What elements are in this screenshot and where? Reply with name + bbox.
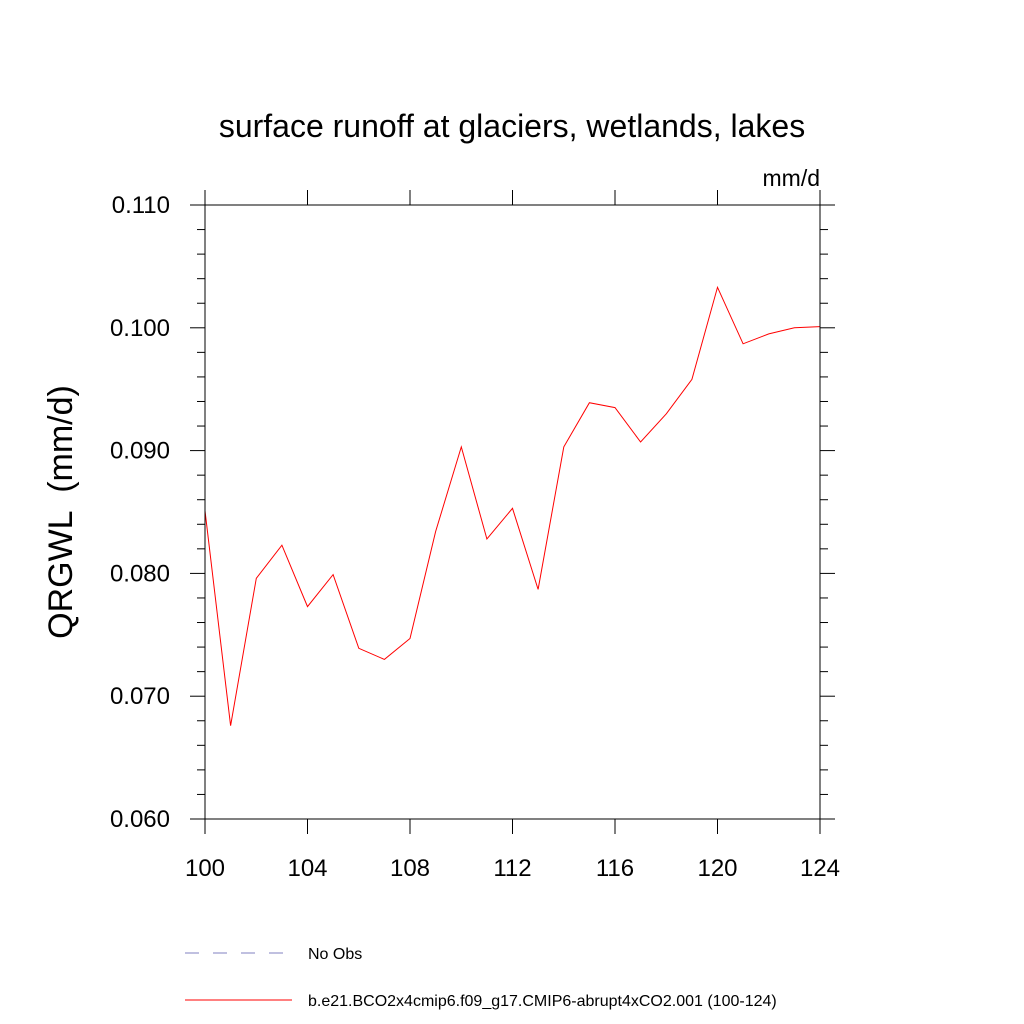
series-line: [204, 285, 821, 726]
y-tick-label: 0.070: [110, 683, 170, 710]
x-tick-label: 104: [287, 855, 327, 882]
y-tick-label: 0.080: [110, 560, 170, 587]
x-tick-label: 100: [185, 855, 225, 882]
units-label: mm/d: [763, 165, 821, 191]
y-tick-label: 0.110: [112, 192, 170, 219]
x-tick-label: 124: [800, 855, 840, 882]
tick-labels: 100 104 108 112 116 120 124 0.060 0.070 0.080 0.09…: [110, 192, 840, 882]
chart-title: surface runoff at glaciers, wetlands, la…: [219, 108, 805, 144]
axis-ticks: [190, 190, 835, 834]
legend: No Obs b.e21.BCO2x4cmip6.f09_g17.CMIP6-ab…: [185, 946, 777, 1010]
y-tick-label: 0.060: [110, 806, 170, 833]
series-layer: [204, 285, 821, 726]
y-axis-label: QRGWL (mm/d): [42, 385, 80, 639]
x-tick-label: 112: [493, 855, 531, 882]
y-tick-label: 0.100: [110, 315, 170, 342]
legend-label: b.e21.BCO2x4cmip6.f09_g17.CMIP6-abrupt4x…: [308, 993, 777, 1010]
plot-frame: [204, 204, 821, 820]
y-tick-label: 0.090: [110, 438, 170, 465]
x-tick-label: 108: [390, 855, 430, 882]
legend-label: No Obs: [308, 946, 362, 963]
x-tick-label: 120: [697, 855, 737, 882]
x-tick-label: 116: [596, 855, 634, 882]
